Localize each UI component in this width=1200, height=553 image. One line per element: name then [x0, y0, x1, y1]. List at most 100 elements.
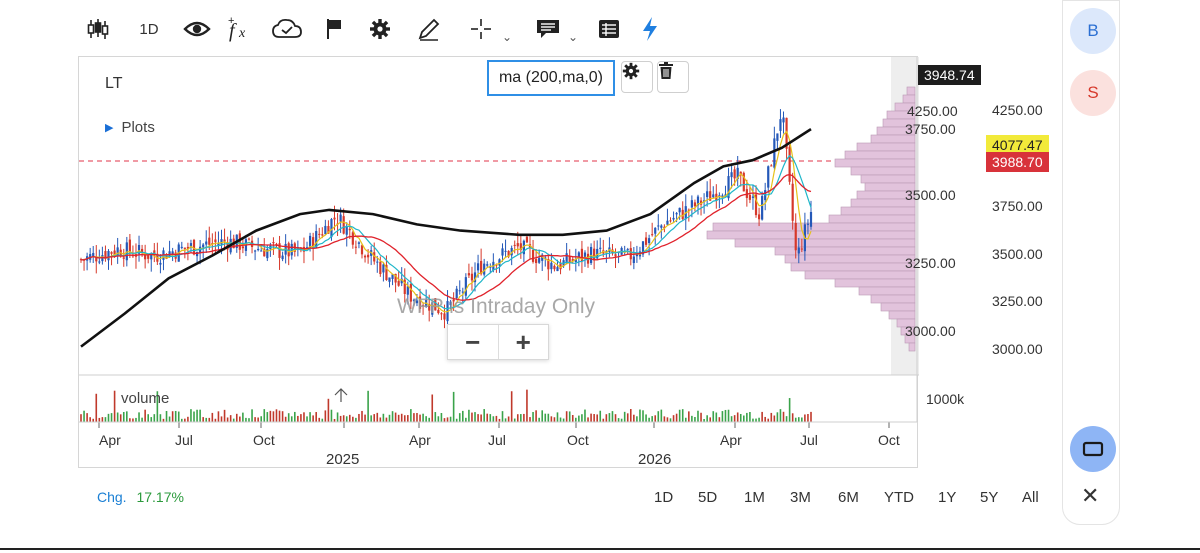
- candle-body: [657, 225, 660, 227]
- indicator-settings-button[interactable]: [621, 61, 653, 93]
- volume-bar: [95, 393, 98, 422]
- candle-body: [406, 286, 409, 295]
- range-5d[interactable]: 5D: [698, 489, 718, 506]
- volume-bar: [553, 417, 556, 422]
- volume-bar: [434, 412, 437, 422]
- volume-profile-bar: [870, 294, 916, 304]
- range-ytd[interactable]: YTD: [884, 489, 914, 506]
- zoom-out-button[interactable]: −: [465, 326, 481, 357]
- volume-bar: [544, 413, 547, 422]
- range-5y[interactable]: 5Y: [980, 489, 999, 506]
- range-all[interactable]: All: [1022, 489, 1039, 506]
- volume-bar: [684, 417, 687, 422]
- crosshair-icon[interactable]: [468, 8, 494, 50]
- table-icon[interactable]: [596, 8, 622, 50]
- crosshair-chevron-icon[interactable]: ⌄: [502, 30, 513, 44]
- volume-bar: [550, 416, 553, 422]
- candle-body: [776, 133, 779, 141]
- volume-bar: [107, 413, 110, 422]
- lightning-icon[interactable]: [638, 8, 662, 50]
- volume-bar: [239, 416, 241, 422]
- comment-icon[interactable]: [534, 8, 562, 50]
- candle-body: [308, 235, 312, 249]
- volume-bar: [232, 418, 235, 422]
- indicator-label-box[interactable]: ma (200,ma,0): [487, 60, 615, 96]
- comment-chevron-icon[interactable]: ⌄: [568, 30, 579, 44]
- volume-bar: [235, 413, 238, 422]
- candle-body: [186, 246, 190, 249]
- volume-bar: [663, 416, 666, 422]
- volume-bar: [275, 409, 278, 422]
- candle-body: [376, 261, 379, 263]
- volume-bar: [590, 413, 592, 422]
- volume-bar: [327, 398, 330, 422]
- volume-bar: [804, 414, 806, 422]
- volume-bar: [342, 415, 345, 422]
- cloud-check-icon[interactable]: [270, 8, 304, 50]
- zoom-in-button[interactable]: +: [497, 325, 549, 359]
- volume-profile-bar: [906, 86, 916, 96]
- indicator-delete-button[interactable]: [657, 61, 689, 93]
- range-1y[interactable]: 1Y: [938, 489, 957, 506]
- plots-toggle[interactable]: ▶ Plots: [105, 119, 155, 136]
- candles-icon[interactable]: [84, 8, 112, 50]
- volume-bar: [706, 415, 708, 422]
- candle-body: [541, 254, 544, 261]
- candle-body: [699, 200, 703, 205]
- volume-bar: [443, 418, 446, 422]
- pencil-icon[interactable]: [416, 8, 442, 50]
- range-3m[interactable]: 3M: [790, 489, 811, 506]
- layout-toggle-button[interactable]: [1070, 426, 1116, 472]
- candle-body: [272, 242, 275, 244]
- volume-profile-bar: [850, 166, 916, 176]
- close-button[interactable]: ✕: [1081, 483, 1100, 508]
- candle-body: [651, 234, 654, 236]
- gear-icon[interactable]: [368, 8, 392, 50]
- volume-bar: [504, 418, 507, 422]
- volume-bar: [348, 414, 351, 422]
- candle-body: [217, 243, 220, 246]
- candle-body: [761, 196, 764, 220]
- range-1m[interactable]: 1M: [744, 489, 765, 506]
- candle-body: [660, 225, 663, 228]
- volume-bar: [596, 414, 598, 422]
- volume-bar: [791, 413, 794, 422]
- change-value: 17.17%: [136, 489, 184, 505]
- volume-bar: [376, 412, 379, 422]
- range-1d[interactable]: 1D: [654, 489, 674, 506]
- candle-body: [757, 214, 761, 220]
- rectangle-icon: [1082, 441, 1104, 457]
- volume-profile-bar: [840, 206, 916, 216]
- candle-body: [458, 290, 461, 292]
- volume-bar: [180, 418, 183, 422]
- candle-body: [678, 207, 681, 213]
- ma-cyan-line: [81, 154, 812, 310]
- chart-area[interactable]: LT ▶ Plots ma (200,ma,0) WFP is Intraday…: [78, 56, 958, 469]
- buy-button[interactable]: B: [1070, 8, 1116, 54]
- interval-button[interactable]: 1D: [134, 8, 164, 50]
- candle-body: [418, 296, 422, 309]
- range-6m[interactable]: 6M: [838, 489, 859, 506]
- volume-bar: [642, 410, 644, 422]
- eye-icon[interactable]: [182, 8, 212, 50]
- volume-bar: [623, 411, 626, 422]
- fx-icon[interactable]: f x +: [224, 8, 254, 50]
- volume-profile-bar: [834, 278, 916, 288]
- candle-body: [574, 258, 577, 263]
- candle-body: [373, 252, 376, 262]
- candle-body: [748, 194, 752, 200]
- volume-bar: [122, 411, 125, 422]
- volume-bar: [526, 389, 528, 422]
- flag-icon[interactable]: [322, 8, 346, 50]
- volume-bar: [315, 412, 317, 422]
- candle-body: [223, 239, 226, 242]
- volume-bar: [617, 418, 620, 422]
- volume-bar: [144, 409, 146, 422]
- chart-canvas[interactable]: [79, 57, 919, 469]
- candle-body: [806, 223, 810, 225]
- candle-body: [192, 239, 196, 255]
- volume-bar: [608, 413, 611, 422]
- volume-bar: [397, 414, 400, 422]
- sell-button[interactable]: S: [1070, 70, 1116, 116]
- volume-profile-bar: [908, 342, 916, 352]
